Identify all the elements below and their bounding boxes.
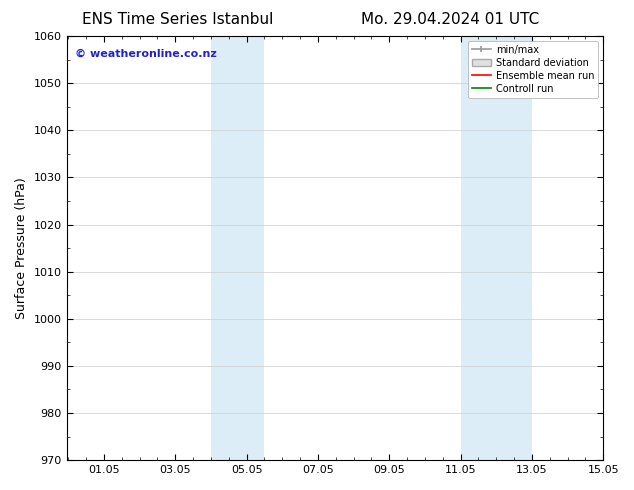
Legend: min/max, Standard deviation, Ensemble mean run, Controll run: min/max, Standard deviation, Ensemble me… (468, 41, 598, 98)
Text: Mo. 29.04.2024 01 UTC: Mo. 29.04.2024 01 UTC (361, 12, 540, 27)
Text: ENS Time Series Istanbul: ENS Time Series Istanbul (82, 12, 274, 27)
Y-axis label: Surface Pressure (hPa): Surface Pressure (hPa) (15, 177, 28, 319)
Bar (211, 36, 264, 460)
Bar (460, 36, 532, 460)
Text: © weatheronline.co.nz: © weatheronline.co.nz (75, 49, 216, 59)
